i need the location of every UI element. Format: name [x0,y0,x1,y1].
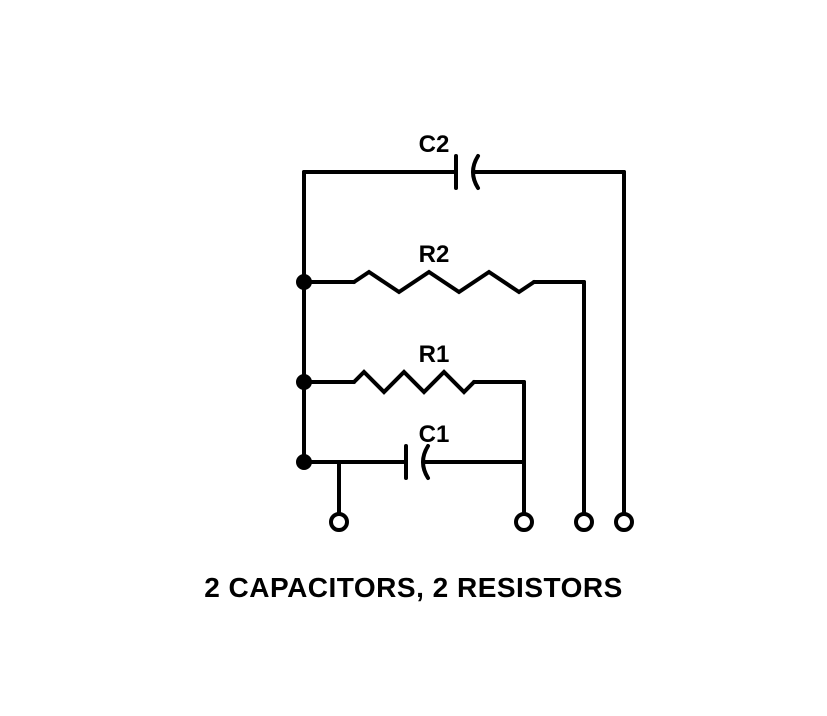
label-r1: R1 [418,341,449,368]
circuit-diagram-container: C2 R2 R1 C1 2 CAPACITORS, 2 RESISTORS [144,112,684,604]
label-c1: C1 [418,421,449,448]
label-r2: R2 [418,241,449,268]
diagram-caption: 2 CAPACITORS, 2 RESISTORS [144,572,684,604]
label-c2: C2 [418,131,449,158]
circuit-schematic: C2 R2 R1 C1 [144,112,684,552]
